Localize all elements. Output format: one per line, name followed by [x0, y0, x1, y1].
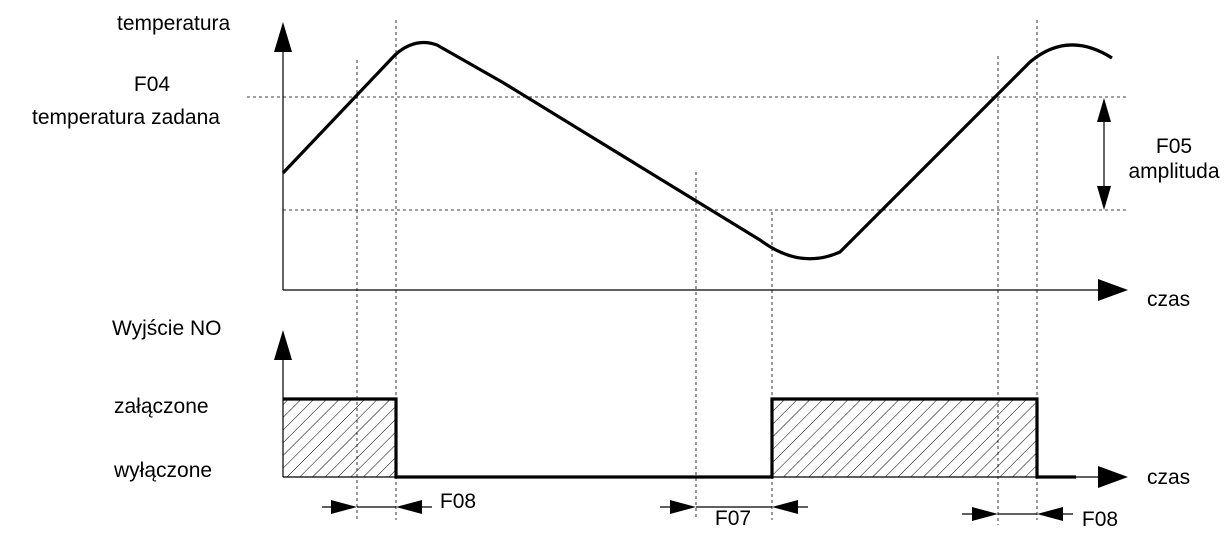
level-on-label: załączone [114, 395, 209, 418]
time-x-axis-top-arrow [1098, 279, 1128, 301]
output-y-axis-arrow [274, 330, 292, 360]
delay-f07-left-arrow [670, 500, 696, 514]
time-axis-label-bottom: czas [1147, 466, 1190, 489]
time-x-axis-bottom-arrow [1098, 466, 1128, 488]
amplitude-arrow-down [1097, 186, 1111, 210]
output-on-area-1 [283, 399, 396, 477]
delay-markers [322, 500, 1073, 521]
temperature-y-axis-arrow [274, 22, 292, 52]
temperature-chart: temperatura F04 temperatura zadana F05 a… [32, 12, 1220, 311]
setpoint-code: F04 [134, 73, 171, 96]
delay-label-f08: F08 [440, 490, 476, 513]
amplitude-arrow-up [1097, 98, 1111, 122]
output-chart: Wyjście NO załączone wyłączone czas [112, 317, 1190, 489]
delay-label-f07: F07 [715, 507, 751, 530]
delay-label-f08-second: F08 [1082, 508, 1118, 531]
setpoint-label: temperatura zadana [32, 106, 220, 129]
temperature-axis-label: temperatura [117, 12, 231, 35]
delay-f08-left-arrow [331, 500, 357, 514]
output-signal [283, 397, 1076, 479]
output-on-area-2 [772, 399, 1037, 477]
temperature-curve [281, 41, 1113, 261]
time-axis-label-top: czas [1147, 288, 1190, 311]
delay-f08b-left-arrow [972, 507, 998, 521]
amplitude-label: amplituda [1128, 160, 1219, 183]
level-off-label: wyłączone [113, 459, 212, 482]
amplitude-code: F05 [1156, 135, 1192, 158]
output-axis-label: Wyjście NO [112, 317, 221, 340]
